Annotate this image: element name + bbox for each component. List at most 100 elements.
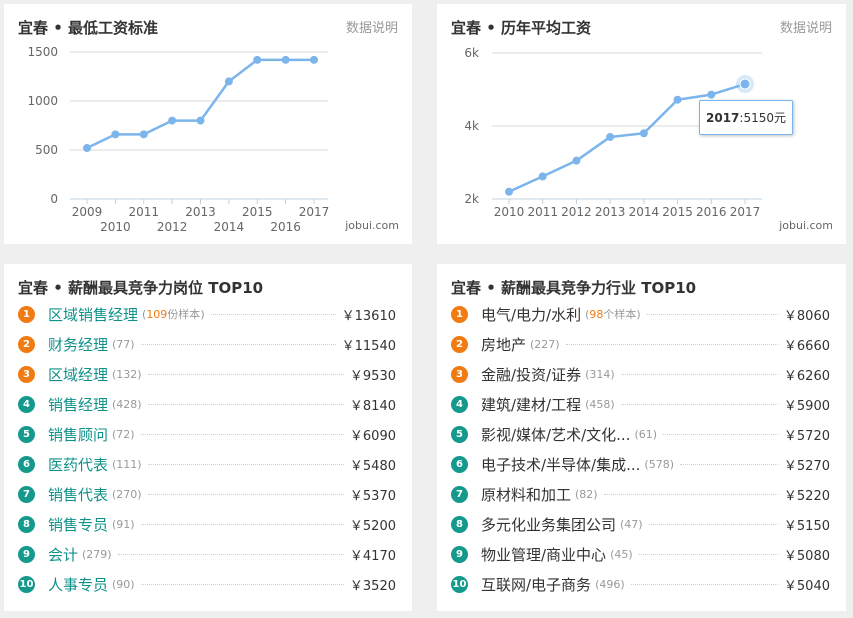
sample-count: (270) <box>112 488 142 501</box>
salary-value: ￥5080 <box>783 548 830 564</box>
salary-value: ￥8140 <box>349 398 396 414</box>
rank-badge: 6 <box>18 455 35 473</box>
rank-badge: 6 <box>451 455 468 473</box>
rank-badge: 5 <box>18 425 35 443</box>
salary-value: ￥13610 <box>341 308 396 324</box>
industry-name-link[interactable]: 互联网/电子商务 <box>481 575 592 594</box>
job-row: 3 区域经理 (132) ￥9530 <box>18 359 396 389</box>
sample-count-value: (458) <box>585 397 615 411</box>
industry-name-link[interactable]: 电子技术/半导体/集成... <box>481 455 641 474</box>
sample-count: (82) <box>575 488 598 501</box>
salary-value: ￥5150 <box>783 518 830 534</box>
data-point <box>538 172 547 181</box>
series-line <box>86 58 314 150</box>
x-tick-label: 2016 <box>696 205 727 219</box>
y-tick-label: 2k <box>464 192 479 206</box>
y-tick-label: 6k <box>464 46 479 60</box>
data-point <box>111 130 120 139</box>
sample-count-value: (227) <box>530 337 560 351</box>
sample-count-value: (61) <box>634 427 658 441</box>
job-name-link[interactable]: 人事专员 <box>48 575 109 594</box>
dotted-leader <box>620 403 778 405</box>
dotted-leader <box>140 343 336 345</box>
salary-value: ￥3520 <box>349 578 396 594</box>
avg-wage-watermark: jobui.com <box>779 219 833 232</box>
salary-value: ￥6090 <box>349 428 396 444</box>
dotted-leader <box>630 583 778 585</box>
sample-count: (61) <box>634 428 657 441</box>
top-industries-title: 宜春 • 薪酬最具竞争力行业 TOP10 <box>451 279 697 297</box>
job-name-link[interactable]: 销售顾问 <box>48 425 109 444</box>
x-tick-label: 2011 <box>527 205 558 219</box>
x-tick-label: 2014 <box>214 220 245 234</box>
sample-count: (77) <box>112 338 135 351</box>
min-wage-title: 宜春 • 最低工资标准 <box>18 19 159 37</box>
salary-value: ￥5480 <box>349 458 396 474</box>
industry-name-link[interactable]: 原材料和加工 <box>481 485 572 504</box>
sample-count-value: (45) <box>610 547 633 561</box>
data-point <box>505 187 513 196</box>
industry-row: 4 建筑/建材/工程 (458) ￥5900 <box>451 389 830 419</box>
rank-badge: 9 <box>18 545 35 563</box>
industry-row: 1 电气/电力/水利 (98个样本) ￥8060 <box>451 299 830 329</box>
sample-count-highlight: 109 <box>146 308 168 321</box>
sample-count-value: (314) <box>585 367 615 381</box>
y-tick-label: 500 <box>35 143 58 157</box>
industry-name-link[interactable]: 多元化业务集团公司 <box>481 515 617 534</box>
job-name-link[interactable]: 区域销售经理 <box>48 305 139 324</box>
rank-badge: 9 <box>451 545 468 563</box>
industry-name-link[interactable]: 金融/投资/证券 <box>481 365 582 384</box>
y-tick-label: 4k <box>464 119 479 133</box>
x-tick-label: 2012 <box>561 205 592 219</box>
avg-wage-data-info-link[interactable]: 数据说明 <box>779 21 832 36</box>
industry-row: 9 物业管理/商业中心 (45) ￥5080 <box>451 539 830 569</box>
sample-count-suffix: 个样本 <box>603 308 637 321</box>
x-tick-label: 2010 <box>494 205 525 219</box>
sample-count-value: (90) <box>112 577 135 591</box>
dotted-leader <box>565 343 778 345</box>
job-name-link[interactable]: 销售代表 <box>48 485 109 504</box>
dotted-leader <box>147 403 344 405</box>
sample-count: (314) <box>585 368 615 381</box>
series-line <box>508 82 746 193</box>
job-name-link[interactable]: 医药代表 <box>48 455 109 474</box>
job-name-link[interactable]: 财务经理 <box>48 335 109 354</box>
dotted-leader <box>603 493 778 495</box>
job-name-link[interactable]: 区域经理 <box>48 365 109 384</box>
sample-count-value: (91) <box>112 517 135 531</box>
tooltip-year: 2017 <box>706 110 740 125</box>
data-point <box>253 55 262 64</box>
dotted-leader <box>638 553 778 555</box>
salary-value: ￥9530 <box>349 368 396 384</box>
min-wage-data-info-link[interactable]: 数据说明 <box>345 21 398 36</box>
sample-count: (98个样本) <box>585 308 641 321</box>
x-tick-label: 2015 <box>242 205 273 219</box>
sample-count-value: (72) <box>112 427 135 441</box>
job-name-link[interactable]: 销售经理 <box>48 395 109 414</box>
x-tick-label: 2012 <box>157 220 188 234</box>
industry-name-link[interactable]: 电气/电力/水利 <box>481 305 582 324</box>
industry-name-link[interactable]: 建筑/建材/工程 <box>481 395 582 414</box>
rank-badge: 2 <box>451 335 468 353</box>
job-name-link[interactable]: 销售专员 <box>48 515 109 534</box>
sample-count-value: (270) <box>112 487 142 501</box>
industry-row: 3 金融/投资/证券 (314) ￥6260 <box>451 359 830 389</box>
job-row: 8 销售专员 (91) ￥5200 <box>18 509 396 539</box>
rank-badge: 8 <box>451 515 468 533</box>
sample-count-value: (132) <box>112 367 142 381</box>
industry-name-link[interactable]: 影视/媒体/艺术/文化... <box>481 425 631 444</box>
salary-value: ￥5270 <box>783 458 830 474</box>
industry-row: 2 房地产 (227) ￥6660 <box>451 329 830 359</box>
dotted-leader <box>210 313 336 315</box>
industry-row: 6 电子技术/半导体/集成... (578) ￥5270 <box>451 449 830 479</box>
salary-value: ￥5220 <box>783 488 830 504</box>
x-tick-label: 2014 <box>629 205 660 219</box>
salary-value: ￥5370 <box>349 488 396 504</box>
sample-count: (47) <box>620 518 643 531</box>
avg-wage-panel: 宜春 • 历年平均工资 数据说明 2k 4k 6k 2010 2011 2012 2013 2… <box>437 4 846 244</box>
industry-name-link[interactable]: 房地产 <box>481 335 527 354</box>
job-row: 4 销售经理 (428) ￥8140 <box>18 389 396 419</box>
job-name-link[interactable]: 会计 <box>48 545 79 564</box>
industry-name-link[interactable]: 物业管理/商业中心 <box>481 545 607 564</box>
